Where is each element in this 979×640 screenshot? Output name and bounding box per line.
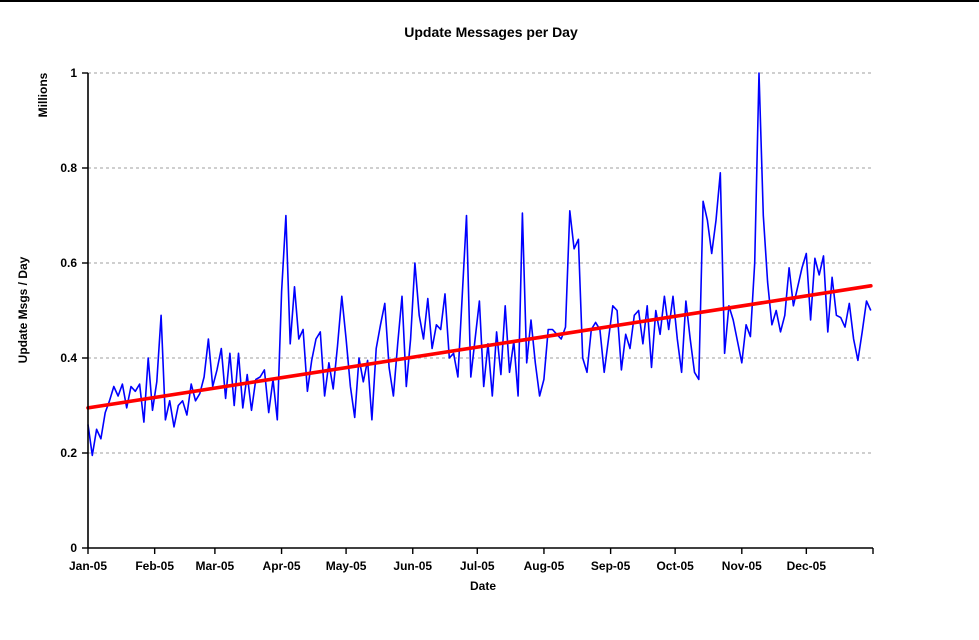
trend-line: [86, 283, 873, 410]
window-top-border: [0, 0, 979, 2]
x-tick-label: Jan-05: [69, 559, 107, 573]
x-tick-label: Mar-05: [196, 559, 235, 573]
y-tick-label: 0.6: [60, 256, 77, 270]
x-tick-label: Jul-05: [460, 559, 495, 573]
x-tick-label: Jun-05: [393, 559, 432, 573]
x-tick-label: Sep-05: [591, 559, 631, 573]
axes: [82, 72, 874, 554]
x-tick-label: Oct-05: [656, 559, 694, 573]
tick-labels: 0 0.2 0.4 0.6 0.8 1 Jan-05 Feb-05 Mar-05 Apr-05 Ma…: [60, 66, 826, 573]
y-tick-label: 1: [70, 66, 77, 80]
y-axis-units-label: Millions: [36, 72, 50, 117]
y-axis-title: Update Msgs / Day: [16, 256, 30, 363]
daily-messages-line: [87, 72, 872, 457]
x-axis-title: Date: [470, 579, 496, 593]
x-tick-label: Apr-05: [263, 559, 301, 573]
x-tick-label: Aug-05: [524, 559, 565, 573]
x-tick-label: Feb-05: [135, 559, 174, 573]
data-series: [86, 72, 873, 457]
y-tick-label: 0.2: [60, 446, 77, 460]
y-tick-label: 0: [70, 541, 77, 555]
chart-title: Update Messages per Day: [404, 24, 578, 40]
y-tick-label: 0.8: [60, 161, 77, 175]
x-tick-label: Nov-05: [722, 559, 762, 573]
y-tick-label: 0.4: [60, 351, 77, 365]
x-tick-label: May-05: [326, 559, 367, 573]
x-tick-label: Dec-05: [787, 559, 827, 573]
